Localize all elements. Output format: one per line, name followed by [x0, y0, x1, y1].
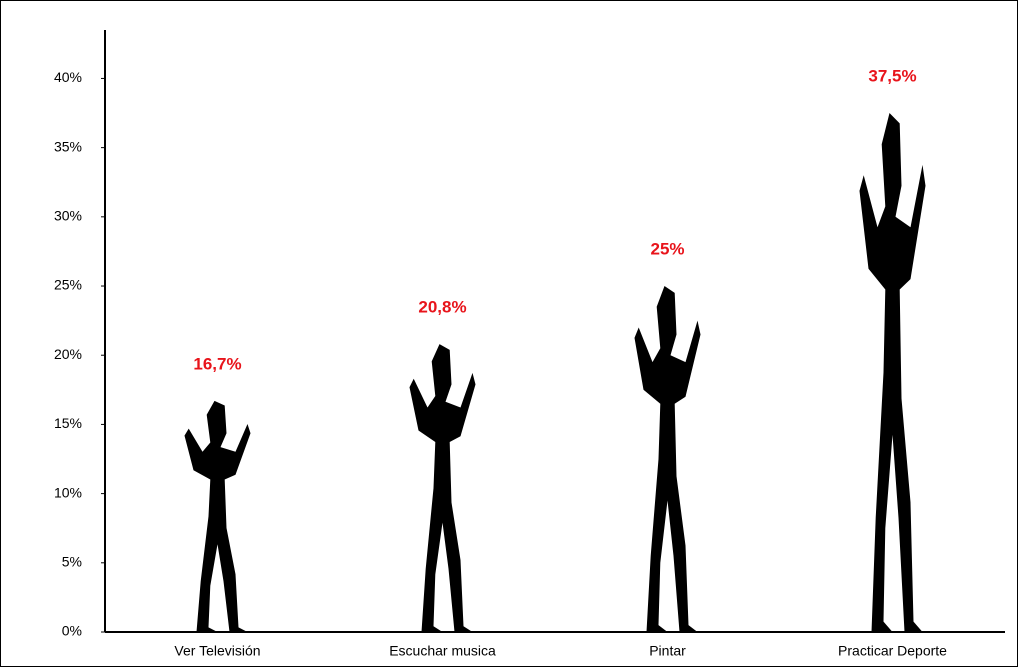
- y-tick-label: 20%: [54, 346, 82, 362]
- value-label: 20,8%: [418, 298, 466, 317]
- value-label: 37,5%: [868, 67, 916, 86]
- page: 0% 5% 10% 15% 20% 25% 30% 35% 40% Ver Televisión 1…: [0, 0, 1018, 667]
- y-tick-label: 5%: [62, 554, 82, 570]
- y-tick-label: 35%: [54, 138, 82, 154]
- y-tick-label: 25%: [54, 277, 82, 293]
- y-tick-label: 15%: [54, 415, 82, 431]
- x-tick-label: Escuchar musica: [389, 643, 496, 659]
- x-tick-label: Ver Televisión: [174, 643, 260, 659]
- y-tick-label: 10%: [54, 484, 82, 500]
- value-label: 25%: [650, 240, 684, 259]
- y-tick-label: 0%: [62, 623, 82, 639]
- chart: 0% 5% 10% 15% 20% 25% 30% 35% 40% Ver Televisión 1…: [0, 0, 1018, 667]
- frame: [1, 1, 1018, 667]
- y-tick-label: 30%: [54, 208, 82, 224]
- y-tick-label: 40%: [54, 69, 82, 85]
- value-label: 16,7%: [193, 354, 241, 373]
- x-tick-label: Pintar: [649, 643, 686, 659]
- x-tick-label: Practicar Deporte: [838, 643, 947, 659]
